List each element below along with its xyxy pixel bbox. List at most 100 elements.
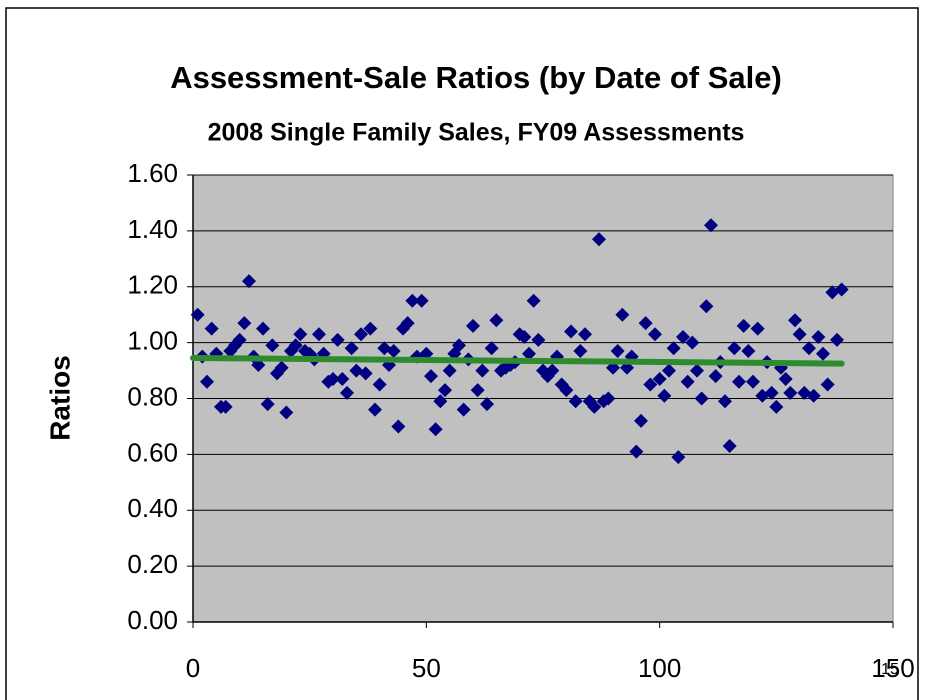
data-point <box>788 313 802 328</box>
data-point <box>405 293 420 308</box>
data-point <box>340 385 354 400</box>
data-point <box>699 299 714 314</box>
data-point <box>232 332 247 347</box>
data-point <box>218 399 233 414</box>
data-point <box>662 363 676 378</box>
data-point <box>414 293 429 308</box>
data-point <box>354 327 368 342</box>
y-tick-label: 1.00 <box>127 326 178 356</box>
data-point <box>484 341 499 356</box>
data-point <box>260 397 275 412</box>
data-point <box>764 385 779 400</box>
data-point <box>741 344 756 359</box>
data-point <box>559 383 574 398</box>
data-point <box>820 377 835 392</box>
x-tick-label: 0 <box>186 653 200 683</box>
data-point <box>676 330 690 345</box>
data-point <box>475 363 490 378</box>
x-tick-label: 150 <box>871 653 914 683</box>
data-point <box>830 332 844 347</box>
data-point <box>564 324 578 339</box>
data-point <box>391 419 406 434</box>
data-point <box>498 360 513 375</box>
data-point <box>736 318 751 333</box>
data-point <box>592 232 606 247</box>
data-point <box>792 327 807 342</box>
data-point <box>727 341 742 356</box>
data-point <box>442 363 457 378</box>
y-tick-label: 0.40 <box>127 493 178 523</box>
data-point <box>288 338 303 353</box>
data-point <box>652 371 667 386</box>
data-point <box>806 388 821 403</box>
data-point <box>690 363 704 378</box>
data-point <box>578 327 592 342</box>
y-tick-label: 0.20 <box>127 549 178 579</box>
data-point <box>648 327 662 342</box>
data-point <box>386 344 401 359</box>
data-point <box>190 307 205 322</box>
data-point <box>344 341 359 356</box>
data-point <box>452 338 466 353</box>
data-point <box>456 402 471 417</box>
y-tick-label: 1.20 <box>127 270 178 300</box>
y-tick-label: 0.60 <box>127 437 178 467</box>
data-point <box>704 218 718 233</box>
data-point <box>573 344 588 359</box>
data-point <box>517 330 532 345</box>
data-point <box>200 374 214 389</box>
data-point <box>671 450 686 465</box>
data-point <box>750 321 765 336</box>
data-point <box>522 346 536 361</box>
data-point <box>312 327 326 342</box>
data-point <box>783 385 798 400</box>
data-point <box>802 341 816 356</box>
data-point <box>526 293 541 308</box>
data-point <box>634 413 648 428</box>
data-point <box>489 313 504 328</box>
data-point <box>587 399 602 414</box>
data-point <box>811 330 826 345</box>
data-point <box>237 316 252 331</box>
data-point <box>816 346 830 361</box>
data-point <box>274 360 289 375</box>
data-point <box>545 363 560 378</box>
data-point <box>601 391 616 406</box>
data-point <box>629 444 644 459</box>
data-point <box>368 402 382 417</box>
data-point <box>470 383 485 398</box>
y-tick-label: 0.00 <box>127 605 178 635</box>
data-point <box>326 371 340 386</box>
data-point <box>685 335 700 350</box>
data-point <box>335 371 350 386</box>
y-tick-label: 1.40 <box>127 214 178 244</box>
y-tick-label: 0.80 <box>127 381 178 411</box>
data-point <box>568 394 583 409</box>
page-number: 15 <box>881 661 899 678</box>
data-point <box>279 405 294 420</box>
data-point <box>363 321 378 336</box>
data-point <box>480 397 494 412</box>
data-point <box>372 377 387 392</box>
data-point <box>722 438 737 453</box>
data-point <box>694 391 709 406</box>
data-point <box>615 307 630 322</box>
data-point <box>732 374 746 389</box>
y-axis-label: Ratios <box>44 355 75 441</box>
x-tick-label: 50 <box>412 653 441 683</box>
data-point <box>466 318 480 333</box>
data-point <box>746 374 760 389</box>
data-point <box>358 366 373 381</box>
data-point <box>638 316 653 331</box>
y-tick-label: 1.60 <box>127 158 178 188</box>
data-point <box>680 374 695 389</box>
data-point <box>424 369 438 384</box>
data-point <box>400 316 415 331</box>
data-point <box>666 341 681 356</box>
data-point <box>293 327 308 342</box>
data-point <box>834 282 849 297</box>
data-point <box>778 371 793 386</box>
data-point <box>242 274 256 289</box>
data-point <box>265 338 280 353</box>
